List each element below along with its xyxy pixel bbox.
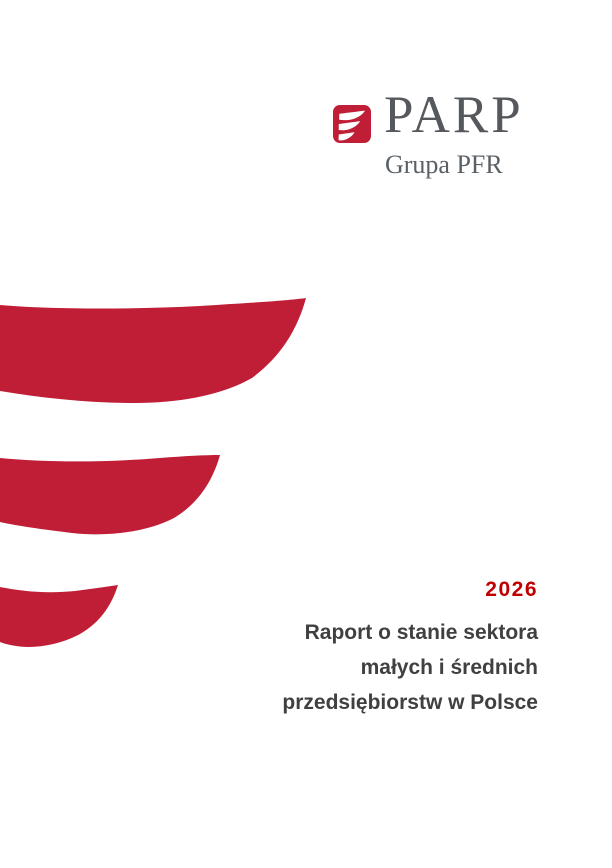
logo-wordmark: PARP [384,86,524,144]
logo-subbrand: Grupa PFR [385,150,503,179]
report-title-line-3: przedsiębiorstw w Polsce [282,691,538,714]
wing-wave-top [0,298,306,403]
wing-wave-middle [0,455,220,535]
report-title-line-1: Raport o stanie sektora [304,621,538,644]
report-title: Raport o stanie sektora małych i średnic… [282,615,538,720]
wing-wave-bottom [0,585,118,647]
report-title-line-2: małych i średnich [360,656,538,679]
report-year: 2026 [485,578,538,601]
cover-title-block: 2026 Raport o stanie sektora małych i śr… [282,579,538,720]
parp-wing-icon [333,105,371,143]
wing-watermark [0,298,306,647]
